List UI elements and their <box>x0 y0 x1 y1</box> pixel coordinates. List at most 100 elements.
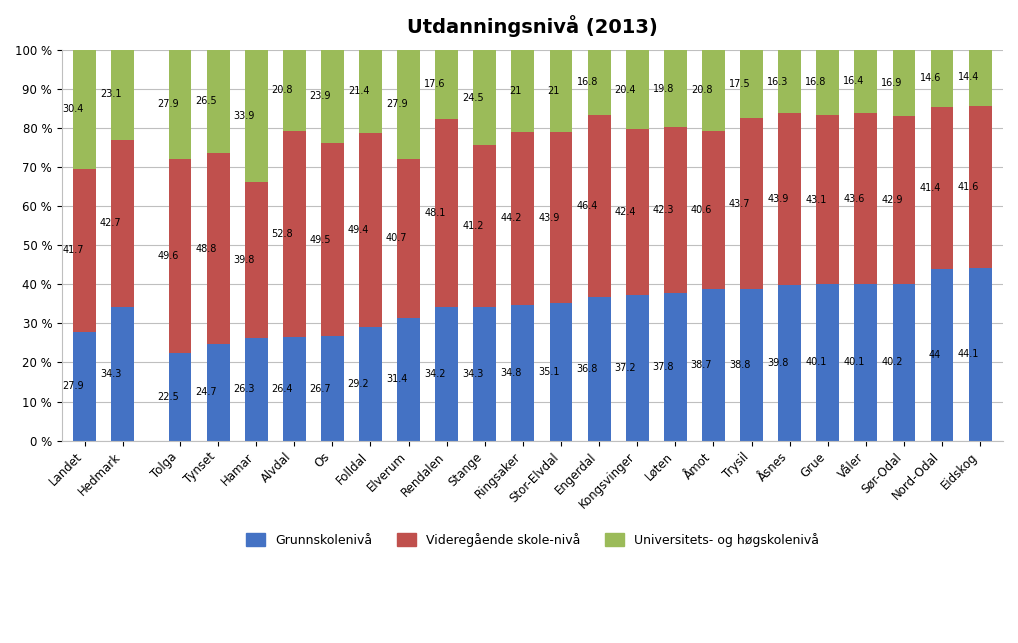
Bar <box>778 50 801 113</box>
Text: 36.8: 36.8 <box>576 364 598 374</box>
Text: 43.7: 43.7 <box>729 199 750 208</box>
Bar <box>207 153 229 344</box>
Text: 38.7: 38.7 <box>691 360 713 370</box>
Bar <box>550 303 572 440</box>
Text: 27.9: 27.9 <box>386 99 407 109</box>
Text: 43.1: 43.1 <box>805 195 827 204</box>
Bar <box>511 132 534 305</box>
Bar <box>702 50 725 131</box>
Text: 40.1: 40.1 <box>805 358 827 367</box>
Text: 16.8: 16.8 <box>576 78 598 87</box>
Bar <box>587 50 611 115</box>
Bar <box>550 132 572 303</box>
Text: 38.8: 38.8 <box>729 360 750 370</box>
Bar <box>436 50 458 119</box>
Bar <box>702 131 725 289</box>
Text: 42.7: 42.7 <box>100 218 122 228</box>
Text: 39.8: 39.8 <box>768 358 789 368</box>
Text: 14.4: 14.4 <box>958 73 979 82</box>
Bar <box>664 293 687 440</box>
Bar <box>778 285 801 440</box>
Bar <box>854 113 878 284</box>
Text: 16.4: 16.4 <box>843 77 864 86</box>
Bar <box>73 332 96 440</box>
Bar <box>626 50 648 129</box>
Text: 46.4: 46.4 <box>576 201 598 211</box>
Text: 22.5: 22.5 <box>157 392 179 402</box>
Title: Utdanningsnivå (2013): Utdanningsnivå (2013) <box>407 15 658 37</box>
Text: 26.4: 26.4 <box>272 384 293 394</box>
Text: 40.7: 40.7 <box>386 233 407 243</box>
Bar <box>969 50 992 105</box>
Bar <box>854 284 878 440</box>
Bar <box>893 284 915 440</box>
Text: 16.3: 16.3 <box>768 77 789 87</box>
Text: 44.1: 44.1 <box>958 350 979 359</box>
Bar <box>283 338 305 440</box>
Text: 41.4: 41.4 <box>919 183 941 193</box>
Bar <box>73 50 96 168</box>
Bar <box>969 105 992 268</box>
Text: 39.8: 39.8 <box>234 255 256 265</box>
Bar <box>740 50 762 118</box>
Text: 42.4: 42.4 <box>615 207 636 217</box>
Text: 19.8: 19.8 <box>653 84 674 94</box>
Text: 24.5: 24.5 <box>462 93 484 102</box>
Bar <box>511 305 534 440</box>
Bar <box>169 50 191 159</box>
Text: 26.5: 26.5 <box>195 96 217 107</box>
Bar <box>816 50 839 115</box>
Text: 21.4: 21.4 <box>348 87 370 96</box>
Bar <box>587 297 611 440</box>
Bar <box>283 50 305 131</box>
Bar <box>893 116 915 284</box>
Text: 49.4: 49.4 <box>348 225 370 235</box>
Text: 16.9: 16.9 <box>882 78 903 87</box>
Bar <box>930 107 954 269</box>
Bar <box>244 338 268 440</box>
Text: 42.9: 42.9 <box>882 195 903 204</box>
Bar <box>969 268 992 440</box>
Bar <box>893 50 915 116</box>
Bar <box>321 143 344 336</box>
Text: 43.6: 43.6 <box>843 194 864 204</box>
Bar <box>321 336 344 440</box>
Text: 34.3: 34.3 <box>462 368 484 379</box>
Bar <box>111 307 134 440</box>
Bar <box>169 353 191 440</box>
Bar <box>626 295 648 440</box>
Text: 40.1: 40.1 <box>843 358 864 367</box>
Bar <box>816 284 839 440</box>
Text: 37.8: 37.8 <box>653 362 674 372</box>
Bar <box>359 133 382 327</box>
Text: 43.9: 43.9 <box>768 194 789 204</box>
Text: 43.9: 43.9 <box>539 213 560 222</box>
Bar <box>550 50 572 132</box>
Text: 41.7: 41.7 <box>62 245 83 255</box>
Text: 17.5: 17.5 <box>729 79 750 89</box>
Bar <box>397 159 420 318</box>
Bar <box>359 327 382 440</box>
Text: 41.2: 41.2 <box>462 221 484 231</box>
Text: 26.3: 26.3 <box>233 385 256 394</box>
Text: 33.9: 33.9 <box>234 111 256 121</box>
Text: 37.2: 37.2 <box>615 363 636 373</box>
Text: 52.8: 52.8 <box>272 229 293 239</box>
Text: 23.9: 23.9 <box>309 91 331 101</box>
Text: 34.8: 34.8 <box>501 368 522 377</box>
Bar <box>283 131 305 338</box>
Bar <box>778 113 801 285</box>
Bar <box>511 50 534 132</box>
Text: 48.1: 48.1 <box>425 208 446 218</box>
Text: 24.7: 24.7 <box>195 388 217 397</box>
Text: 44: 44 <box>928 350 941 359</box>
Bar <box>244 50 268 182</box>
Bar <box>473 145 496 307</box>
Bar <box>930 269 954 440</box>
Bar <box>111 50 134 140</box>
Text: 29.2: 29.2 <box>348 379 370 388</box>
Bar <box>664 127 687 293</box>
Bar <box>244 182 268 338</box>
Text: 23.1: 23.1 <box>100 89 122 100</box>
Bar <box>436 307 458 440</box>
